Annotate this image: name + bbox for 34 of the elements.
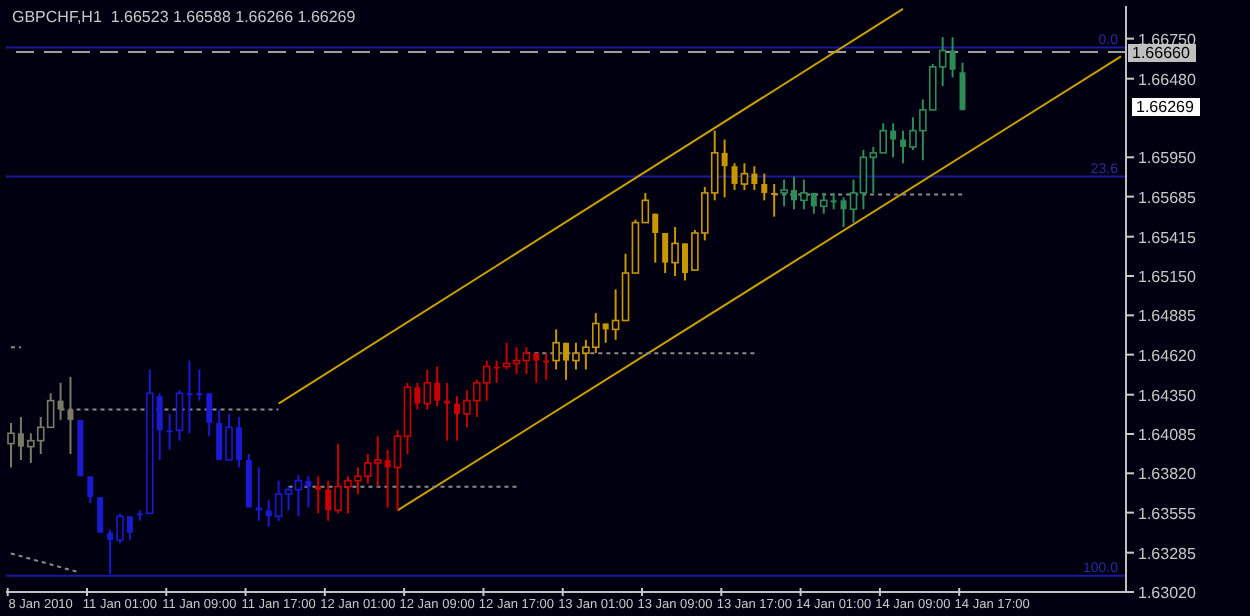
y-tick-label: 1.64350: [1138, 386, 1197, 405]
candlestick: [771, 183, 778, 218]
y-tick-label: 1.65415: [1138, 228, 1197, 247]
y-tick-label: 1.63285: [1138, 544, 1197, 563]
candlestick: [175, 389, 184, 442]
candlestick: [444, 381, 451, 442]
candlestick: [206, 392, 213, 438]
candlestick: [949, 36, 956, 79]
y-tick-label: 1.65950: [1138, 149, 1197, 168]
candlestick: [761, 172, 768, 202]
candlestick: [543, 352, 550, 381]
y-tick-label: 1.65150: [1138, 268, 1197, 287]
candlestick: [740, 162, 749, 191]
candlestick: [97, 496, 104, 534]
candlestick: [57, 381, 64, 421]
y-tick-label: 1.64620: [1138, 346, 1197, 365]
candlestick: [315, 475, 322, 515]
candlestick: [196, 368, 203, 402]
candlestick: [959, 61, 966, 112]
candlestick: [255, 466, 262, 522]
chart-title: GBPCHF,H1 1.66523 1.66588 1.66266 1.66269: [12, 8, 356, 26]
ref-line-label: 1.66660: [1132, 43, 1191, 62]
y-tick-label: 1.64085: [1138, 426, 1197, 444]
y-tick-label: 1.64885: [1138, 307, 1197, 326]
candlestick: [245, 453, 252, 509]
candlestick: [87, 475, 94, 504]
y-tick-label: 1.66480: [1138, 70, 1197, 89]
y-tick-label: 1.63820: [1138, 465, 1197, 484]
y-tick-label: 1.66750: [1138, 30, 1197, 49]
text: 1.66269: [1132, 98, 1200, 116]
y-tick-label: 1.63020: [1138, 584, 1197, 602]
y-tick-label: 1.65685: [1138, 188, 1197, 207]
y-tick-label: 1.63555: [1138, 504, 1197, 523]
candlestick: [67, 375, 74, 456]
